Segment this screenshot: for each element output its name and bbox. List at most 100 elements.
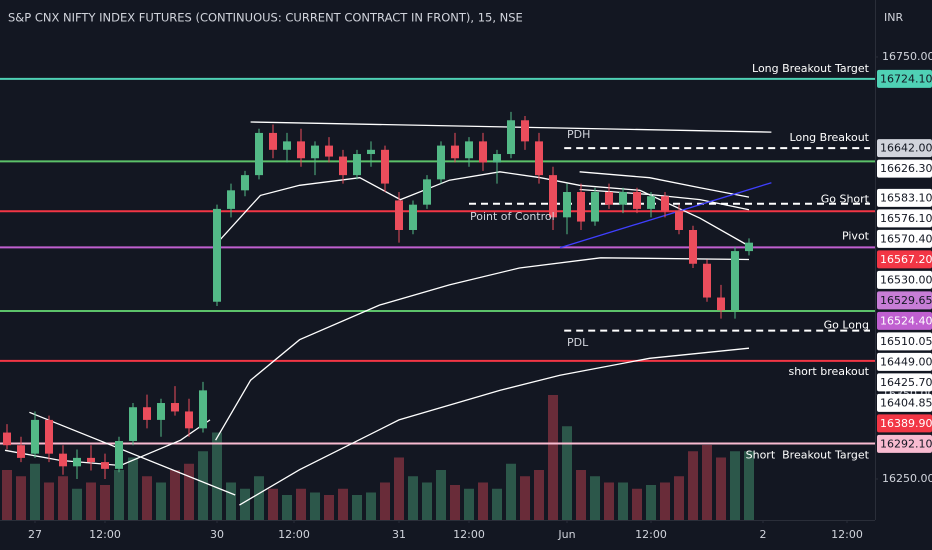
candle-body	[283, 141, 291, 150]
candle-body	[297, 141, 305, 159]
candle-body	[493, 154, 501, 163]
price-label-box	[877, 434, 932, 453]
x-tick-label: 12:00	[453, 528, 485, 541]
candle-body	[633, 192, 641, 209]
volume-bar	[702, 445, 712, 520]
level-label: Short Breakout Target	[746, 448, 870, 461]
candle-body	[395, 200, 403, 230]
indicator-line	[559, 182, 772, 249]
candle-body	[339, 156, 347, 176]
candle-body	[521, 120, 529, 142]
volume-bar	[212, 432, 222, 520]
candle-body	[409, 204, 417, 230]
x-tick-label: 12:00	[635, 528, 667, 541]
volume-bar	[590, 476, 600, 520]
indicator-line	[239, 347, 750, 506]
volume-bar	[618, 482, 628, 520]
candle-body	[549, 175, 557, 218]
currency: INR	[884, 11, 903, 24]
candle-body	[381, 149, 389, 184]
volume-bar	[646, 485, 656, 520]
volume-bar	[548, 395, 558, 520]
candle-body	[185, 411, 193, 429]
x-tick-label: 2	[760, 528, 767, 541]
price-label-box	[877, 69, 932, 88]
volume-bar	[492, 488, 502, 520]
candle-body	[619, 192, 627, 205]
candle-body	[577, 192, 585, 222]
text-layer: S&P CNX NIFTY INDEX FUTURES (CONTINUOUS:…	[8, 11, 903, 462]
price-label: 16404.85	[880, 396, 932, 409]
candle-body	[605, 192, 613, 205]
price-label: 16425.70	[880, 376, 932, 389]
candle-layer	[3, 111, 753, 479]
y-tick-label: 16750.00	[882, 50, 932, 63]
level-label: Long Breakout Target	[752, 62, 870, 75]
candle-body	[423, 179, 431, 205]
volume-bar	[716, 457, 726, 520]
x-tick-label: 31	[392, 528, 406, 541]
volume-bar	[310, 492, 320, 520]
volume-bar	[100, 485, 110, 520]
volume-bar	[422, 482, 432, 520]
x-tick-label: Jun	[557, 528, 575, 541]
price-label-box	[877, 414, 932, 433]
volume-bar	[338, 488, 348, 520]
volume-layer	[2, 395, 754, 520]
candle-body	[157, 403, 165, 420]
candle-body	[703, 263, 711, 298]
candle-body	[745, 242, 753, 252]
candle-body	[661, 196, 669, 211]
candle-body	[31, 419, 39, 454]
price-label-box	[877, 229, 932, 248]
candle-body	[87, 457, 95, 463]
volume-bar	[2, 470, 12, 520]
volume-bar	[268, 488, 278, 520]
volume-bar	[156, 482, 166, 520]
indicator-line	[579, 188, 750, 211]
candle-body	[465, 141, 473, 159]
candle-body	[311, 145, 319, 159]
volume-bar	[408, 476, 418, 520]
volume-bar	[72, 488, 82, 520]
price-label: 16524.40	[880, 314, 932, 327]
volume-bar	[44, 482, 54, 520]
price-label-box	[877, 159, 932, 178]
price-label-box	[877, 270, 932, 289]
price-label-box	[877, 393, 932, 412]
candle-body	[717, 297, 725, 311]
candle-body	[451, 145, 459, 159]
volume-bar	[142, 476, 152, 520]
candle-body	[479, 141, 487, 163]
indicator-line	[579, 171, 750, 198]
volume-bar	[730, 451, 740, 520]
price-label-box	[877, 332, 932, 351]
price-label: 16570.40	[880, 232, 932, 245]
level-label: short breakout	[788, 365, 869, 378]
candle-body	[535, 141, 543, 176]
price-label: 16583.10	[880, 191, 932, 204]
level-label: Go Long	[824, 319, 869, 332]
volume-bar	[30, 463, 40, 520]
volume-bar	[394, 457, 404, 520]
annotation: PDH	[567, 128, 590, 141]
annotation: Point of Control	[470, 210, 555, 223]
level-label: Go Short	[821, 193, 870, 206]
candle-body	[437, 145, 445, 180]
candle-body	[367, 149, 375, 155]
price-label: 16292.10	[880, 437, 932, 450]
volume-bar	[436, 470, 446, 520]
price-label: 16449.00	[880, 355, 932, 368]
level-label: Long Breakout	[790, 131, 870, 144]
volume-bar	[688, 451, 698, 520]
volume-bar	[660, 482, 670, 520]
price-label-box	[877, 311, 932, 330]
candle-body	[689, 229, 697, 264]
price-label-box	[877, 139, 932, 158]
volume-bar	[576, 470, 586, 520]
candle-body	[199, 390, 207, 429]
volume-bar	[464, 488, 474, 520]
price-label: 16529.65	[880, 294, 932, 307]
volume-bar	[352, 495, 362, 520]
candle-body	[213, 208, 221, 302]
